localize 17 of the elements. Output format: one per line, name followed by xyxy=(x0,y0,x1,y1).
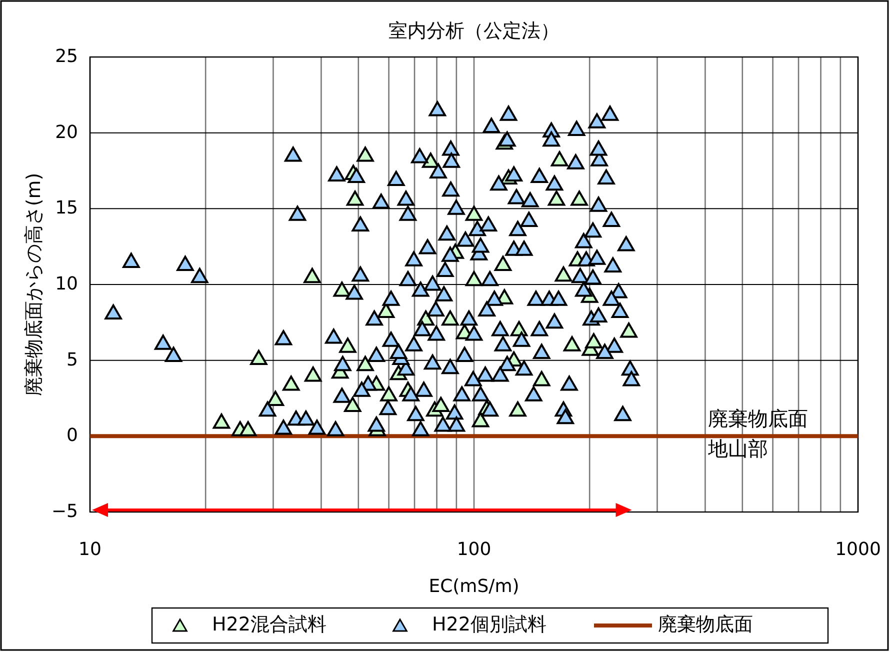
legend-label: 廃棄物底面 xyxy=(658,614,753,636)
legend-label: H22混合試料 xyxy=(212,614,326,636)
annotation: 地山部 xyxy=(707,436,768,461)
y-tick-label: 20 xyxy=(55,122,78,143)
annotation: 廃棄物底面 xyxy=(708,406,808,431)
y-axis-title: 廃棄物底面からの高さ(m) xyxy=(23,172,45,396)
y-tick-label: 10 xyxy=(55,273,78,294)
y-tick-label: 15 xyxy=(55,198,78,219)
y-tick-label: 5 xyxy=(66,349,78,370)
x-tick-label: 100 xyxy=(456,539,492,560)
legend-label: H22個別試料 xyxy=(432,614,546,636)
y-tick-label: 25 xyxy=(55,46,78,67)
chart-title: 室内分析（公定法） xyxy=(388,20,560,42)
y-tick-label: −5 xyxy=(51,500,78,522)
x-tick-label: 1000 xyxy=(835,539,881,560)
x-axis-title: EC(mS/m) xyxy=(428,576,520,597)
y-tick-label: 0 xyxy=(66,425,78,446)
